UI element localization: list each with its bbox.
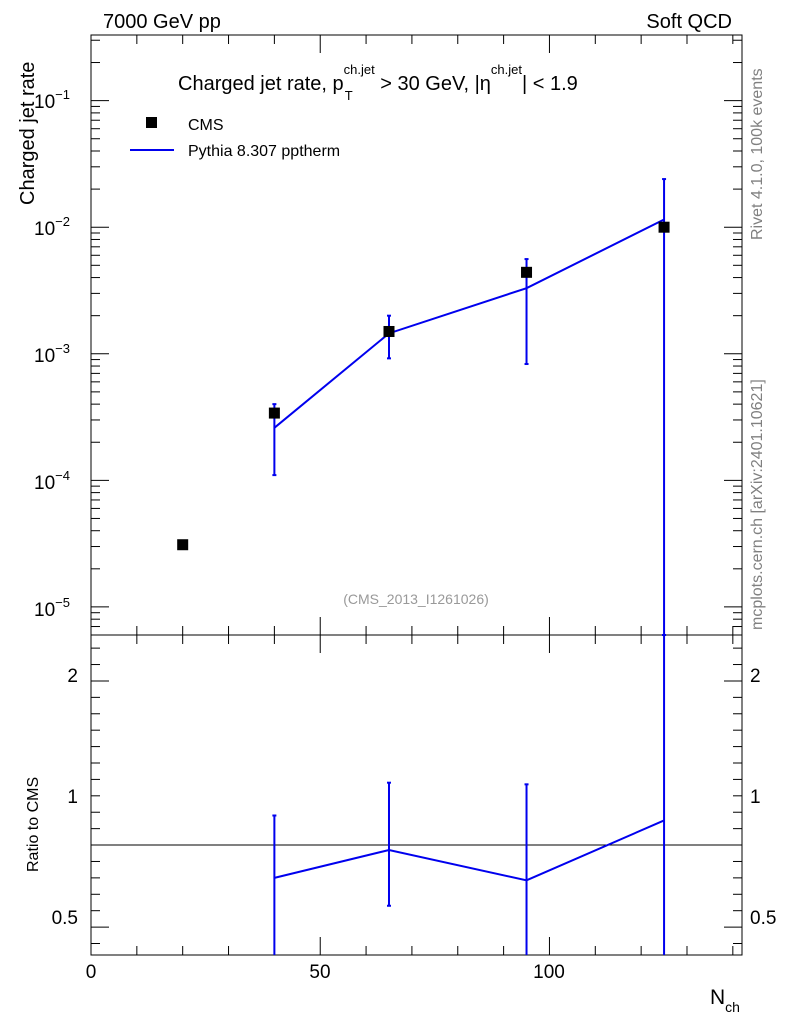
main-data-series [177, 221, 670, 551]
x-axis-label: Nch [710, 986, 740, 1015]
x-tick-labels: 0 50 100 [86, 962, 565, 983]
main-y-tick-label: 10−4 [34, 468, 70, 494]
main-mc-series [272, 178, 667, 635]
ratio-mc-series [272, 634, 667, 955]
title-suffix: | < 1.9 [522, 73, 578, 95]
header-right: Soft QCD [646, 11, 732, 33]
ratio-y-tick-label: 0.5 [52, 908, 78, 929]
main-y-tick-labels: 10−5 10−4 10−3 10−2 10−1 [34, 87, 70, 621]
ratio-line [274, 819, 665, 882]
axis-ticks [90, 35, 742, 955]
cms-data-point [383, 325, 395, 337]
legend-mc-label: Pythia 8.307 pptherm [188, 143, 340, 160]
header-left: 7000 GeV pp [103, 11, 221, 33]
analysis-watermark: (CMS_2013_I1261026) [343, 591, 489, 607]
ratio-y-tick-label: 2 [67, 666, 78, 687]
title-middle: > 30 GeV, |η [375, 73, 491, 95]
cms-data-point [268, 407, 280, 419]
legend-data-label: CMS [188, 117, 224, 134]
ratio-y-tick-label-right: 1 [750, 787, 761, 808]
main-y-tick-label: 10−1 [34, 87, 70, 113]
title-pt-sup: ch.jet [344, 62, 375, 77]
x-tick-label: 0 [86, 962, 97, 983]
ratio-y-axis-label: Ratio to CMS [25, 777, 42, 872]
rivet-label: Rivet 4.1.0, 100k events [749, 68, 766, 240]
cms-data-point [521, 266, 533, 278]
ratio-y-tick-label-right: 2 [750, 666, 761, 687]
ratio-y-tick-labels: 0.5 1 2 0.5 1 2 [52, 666, 777, 929]
cms-data-point [177, 539, 189, 551]
ratio-y-tick-label: 1 [67, 787, 78, 808]
title-prefix: Charged jet rate, p [178, 73, 344, 95]
cms-data-point [658, 221, 670, 233]
title-eta-sup: ch.jet [491, 62, 522, 77]
main-y-tick-label: 10−5 [34, 595, 70, 621]
legend-data-marker [146, 117, 157, 128]
main-y-tick-label: 10−2 [34, 214, 70, 240]
main-y-axis-label: Charged jet rate [17, 62, 39, 205]
ratio-y-tick-label-right: 0.5 [750, 908, 776, 929]
main-y-tick-label: 10−3 [34, 341, 70, 367]
ratio-plot-frame [90, 634, 743, 956]
plot-title: Charged jet rate, pch.jet T > 30 GeV, |ηc… [178, 62, 578, 103]
mcplots-label: mcplots.cern.ch [arXiv:2401.10621] [749, 379, 766, 630]
title-pt-sub: T [345, 88, 353, 103]
mc-line [273, 218, 665, 429]
x-tick-label: 100 [533, 962, 565, 983]
x-tick-label: 50 [309, 962, 330, 983]
